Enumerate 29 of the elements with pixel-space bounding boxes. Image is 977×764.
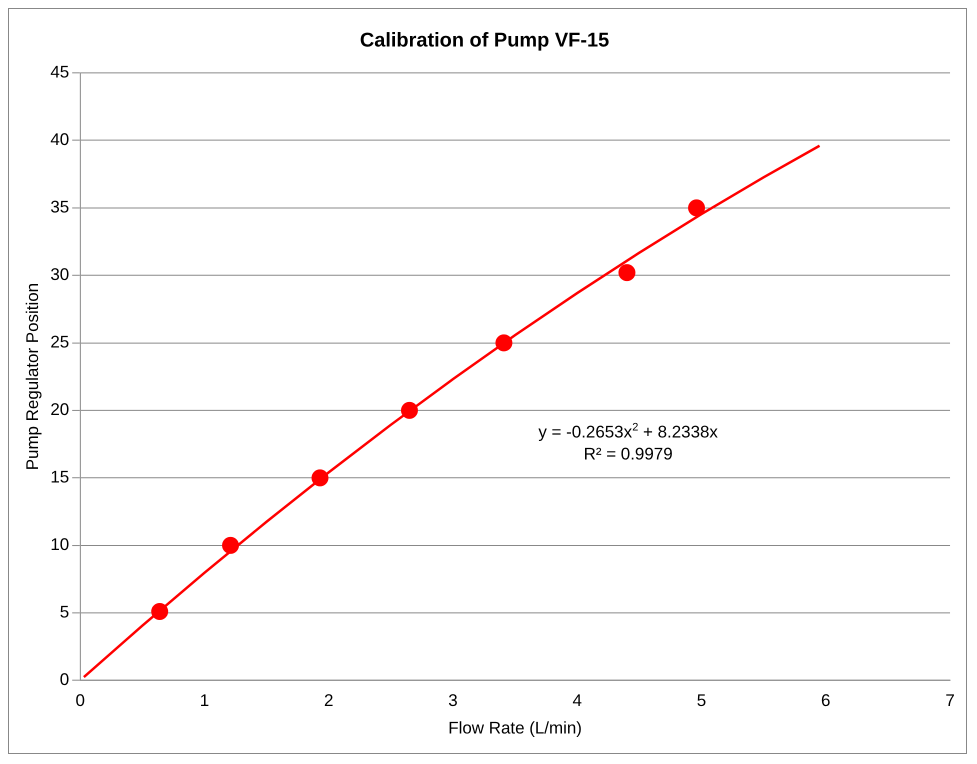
x-tick-label: 5 bbox=[696, 691, 706, 710]
x-tick-label: 0 bbox=[75, 691, 85, 710]
x-tick-label: 1 bbox=[200, 691, 210, 710]
y-tick-label: 0 bbox=[60, 670, 70, 690]
y-tick-label: 35 bbox=[50, 198, 70, 217]
y-tick-label: 40 bbox=[50, 130, 70, 150]
point bbox=[618, 264, 636, 282]
y-tick-label: 25 bbox=[50, 332, 70, 352]
y-axis-title: Pump Regulator Position bbox=[22, 282, 42, 470]
annotation: R² = 0.9979 bbox=[584, 444, 673, 464]
y-tick-label: 45 bbox=[50, 62, 70, 82]
point bbox=[312, 469, 328, 486]
y-tick-label: 15 bbox=[50, 468, 70, 487]
y-tick-label: 10 bbox=[50, 535, 70, 554]
x-tick-label: 6 bbox=[821, 691, 830, 710]
x-tick-label: 7 bbox=[945, 691, 955, 710]
point bbox=[688, 199, 706, 216]
x-tick-label: 3 bbox=[448, 691, 458, 710]
point bbox=[151, 603, 168, 620]
x-axis-title: Flow Rate (L/min) bbox=[448, 718, 582, 738]
x-tick-label: 2 bbox=[324, 691, 334, 710]
y-tick-label: 5 bbox=[60, 602, 70, 622]
point bbox=[222, 536, 240, 554]
y-tick-label: 20 bbox=[50, 400, 70, 420]
y-tick-label: 30 bbox=[50, 265, 70, 284]
chart-title: Calibration of Pump VF-15 bbox=[360, 29, 610, 52]
point bbox=[400, 402, 418, 419]
point bbox=[495, 334, 512, 352]
x-tick-label: 4 bbox=[572, 691, 582, 710]
